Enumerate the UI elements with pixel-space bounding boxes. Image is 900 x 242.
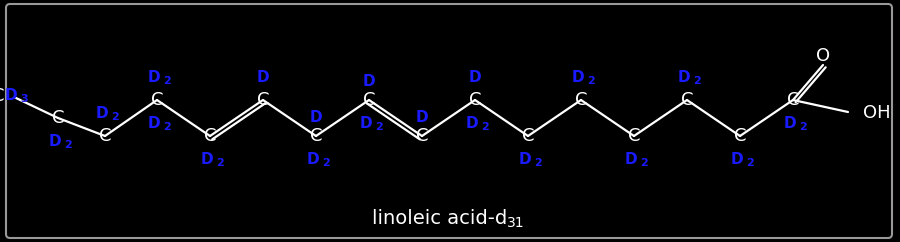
Text: C: C (0, 87, 4, 105)
Text: D: D (306, 151, 319, 166)
Text: 2: 2 (534, 158, 542, 167)
Text: 2: 2 (322, 158, 329, 167)
Text: D: D (363, 75, 375, 90)
Text: 31: 31 (508, 216, 525, 230)
Text: C: C (416, 127, 428, 145)
Text: 2: 2 (640, 158, 648, 167)
Text: 2: 2 (481, 121, 489, 131)
Text: C: C (469, 91, 482, 109)
Text: 2: 2 (111, 112, 119, 121)
Text: C: C (203, 127, 216, 145)
Text: C: C (363, 91, 375, 109)
Text: 2: 2 (163, 121, 171, 131)
Text: C: C (680, 91, 693, 109)
Text: 2: 2 (216, 158, 224, 167)
Text: C: C (256, 91, 269, 109)
Text: D: D (469, 69, 482, 84)
Text: 2: 2 (375, 121, 382, 131)
Text: D: D (678, 69, 690, 84)
Text: C: C (575, 91, 587, 109)
Text: 3: 3 (20, 94, 28, 105)
Text: D: D (148, 69, 160, 84)
Text: O: O (816, 47, 830, 65)
Text: linoleic acid-d: linoleic acid-d (373, 209, 508, 227)
Text: C: C (628, 127, 640, 145)
Text: 2: 2 (587, 76, 595, 85)
Text: C: C (734, 127, 746, 145)
Text: D: D (95, 106, 108, 121)
Text: D: D (310, 111, 322, 126)
Text: D: D (148, 115, 160, 130)
Text: D: D (731, 151, 743, 166)
Text: 2: 2 (163, 76, 171, 85)
Text: D: D (4, 89, 17, 104)
Text: C: C (151, 91, 163, 109)
Text: D: D (572, 69, 584, 84)
Text: 2: 2 (693, 76, 701, 85)
Text: 2: 2 (799, 121, 806, 131)
Text: D: D (201, 151, 213, 166)
Text: C: C (310, 127, 322, 145)
Text: D: D (416, 111, 428, 126)
Text: 2: 2 (64, 139, 72, 150)
Text: C: C (99, 127, 112, 145)
Text: D: D (359, 115, 372, 130)
Text: D: D (518, 151, 531, 166)
Text: D: D (783, 115, 796, 130)
Text: D: D (49, 134, 61, 149)
Text: D: D (256, 69, 269, 84)
Text: C: C (52, 109, 64, 127)
Text: C: C (522, 127, 535, 145)
Text: 2: 2 (746, 158, 754, 167)
Text: OH: OH (863, 104, 891, 122)
Text: D: D (625, 151, 637, 166)
Text: D: D (465, 115, 478, 130)
Text: C: C (787, 91, 799, 109)
